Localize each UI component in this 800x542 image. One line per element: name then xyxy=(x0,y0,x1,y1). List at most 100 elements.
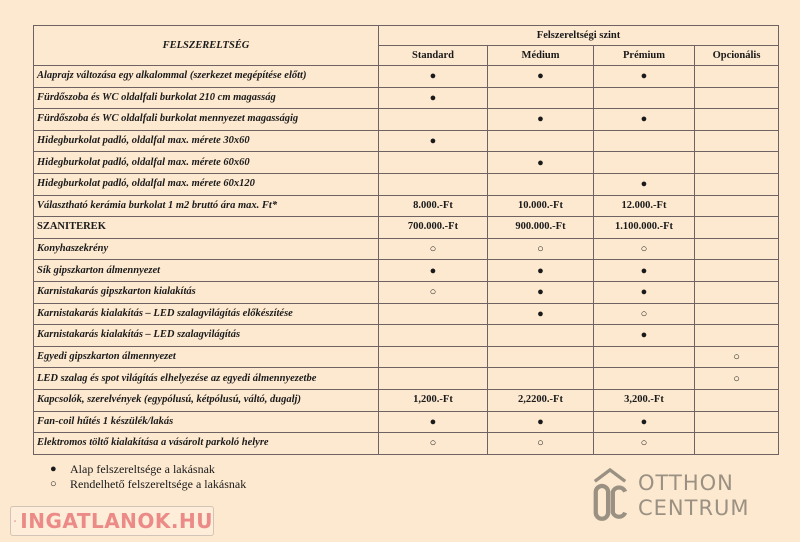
empty-circle-icon: ○ xyxy=(593,432,695,455)
filled-dot-icon: ● xyxy=(487,108,594,131)
row-label: Fürdőszoba és WC oldalfali burkolat menn… xyxy=(33,108,379,131)
table-row: Karnistakarás gipszkarton kialakítás ○ ● ● xyxy=(33,280,780,304)
header-equipment: FELSZERELTSÉG xyxy=(33,25,379,66)
watermark-text-ingatlanok: INGATLANOK.HU xyxy=(20,509,213,533)
row-label: LED szalag és spot világítás elhelyezése… xyxy=(33,367,379,390)
table-row: Fürdőszoba és WC oldalfali burkolat menn… xyxy=(33,108,780,131)
filled-dot-icon: ● xyxy=(487,410,594,434)
table-cell xyxy=(593,151,695,174)
empty-circle-icon: ○ xyxy=(487,237,594,261)
table-cell: 900.000.-Ft xyxy=(487,216,594,239)
table-row: Karnistakarás kialakítás – LED szalagvil… xyxy=(33,302,780,326)
table-row: LED szalag és spot világítás elhelyezése… xyxy=(33,367,780,390)
table-row: Fürdőszoba és WC oldalfali burkolat 210 … xyxy=(33,86,780,110)
table-cell xyxy=(693,216,780,239)
table-cell xyxy=(378,151,488,174)
filled-dot-icon: ● xyxy=(593,172,695,196)
row-label: Egyedi gipszkarton álmennyezet xyxy=(33,345,379,369)
otthon-centrum-watermark: OTTHON CENTRUM xyxy=(590,468,750,524)
filled-dot-icon: ● xyxy=(593,410,695,434)
table-cell xyxy=(693,65,780,88)
table-cell xyxy=(693,237,780,261)
empty-circle-icon: ○ xyxy=(378,280,488,304)
table-cell: 1,200.-Ft xyxy=(378,388,488,412)
row-label: Hidegburkolat padló, oldalfal max. méret… xyxy=(33,129,379,153)
table-cell xyxy=(378,108,488,131)
row-label: Kapcsolók, szerelvények (egypólusú, kétp… xyxy=(33,388,379,412)
filled-dot-icon: ● xyxy=(593,324,695,347)
filled-dot-icon: ● xyxy=(487,65,594,88)
table-cell xyxy=(593,129,695,153)
table-cell: 2,2200.-Ft xyxy=(487,388,594,412)
table-cell xyxy=(378,172,488,196)
table-cell xyxy=(693,410,780,434)
table-cell xyxy=(487,86,594,110)
row-label: Fürdőszoba és WC oldalfali burkolat 210 … xyxy=(33,86,379,110)
row-label: Konyhaszekrény xyxy=(33,237,379,261)
legend: ● Alap felszereltsége a lakásnak ○ Rende… xyxy=(50,462,246,492)
row-label: Fan-coil hűtés 1 készülék/lakás xyxy=(33,410,379,434)
table-cell xyxy=(693,259,780,282)
table-cell xyxy=(693,151,780,174)
column-header-standard: Standard xyxy=(378,45,488,66)
filled-dot-icon: ● xyxy=(487,302,594,326)
filled-dot-icon: ● xyxy=(378,410,488,434)
table-cell xyxy=(487,172,594,196)
table-cell: 10.000.-Ft xyxy=(487,194,594,218)
table-cell xyxy=(487,129,594,153)
table-cell xyxy=(693,194,780,218)
table-cell xyxy=(693,172,780,196)
filled-dot-icon: ● xyxy=(378,129,488,153)
empty-circle-icon: ○ xyxy=(593,302,695,326)
row-label: Alaprajz változása egy alkalommal (szerk… xyxy=(33,65,379,88)
table-cell xyxy=(693,108,780,131)
table-row: Sík gipszkarton álmennyezet ● ● ● xyxy=(33,259,780,282)
otthon-centrum-logo-icon xyxy=(593,468,628,521)
table-cell: 8.000.-Ft xyxy=(378,194,488,218)
table-row: Karnistakarás kialakítás – LED szalagvil… xyxy=(33,324,780,347)
column-header-opcionlis: Opcionális xyxy=(693,45,780,66)
header-equipment-level: Felszereltségi szint xyxy=(377,25,780,46)
legend-text: Alap felszereltsége a lakásnak xyxy=(70,462,215,476)
table-cell xyxy=(593,367,695,390)
row-label: SZANITEREK xyxy=(33,216,379,239)
filled-dot-icon: ● xyxy=(487,259,594,282)
table-row: Választható kerámia burkolat 1 m2 bruttó… xyxy=(33,194,780,218)
table-cell: 700.000.-Ft xyxy=(378,216,488,239)
filled-dot-icon: ● xyxy=(593,259,695,282)
table-cell xyxy=(693,388,780,412)
watermark-text-centrum: CENTRUM xyxy=(638,496,750,520)
legend-text: Rendelhető felszereltsége a lakásnak xyxy=(70,477,247,491)
table-row: Egyedi gipszkarton álmennyezet ○ xyxy=(33,345,780,369)
table-row: Hidegburkolat padló, oldalfal max. méret… xyxy=(33,151,780,174)
table-cell xyxy=(693,432,780,455)
table-row: SZANITEREK 700.000.-Ft 900.000.-Ft 1.100.00… xyxy=(33,216,780,239)
filled-dot-icon: ● xyxy=(378,86,488,110)
filled-dot-icon: ● xyxy=(487,151,594,174)
filled-dot-icon: ● xyxy=(593,65,695,88)
column-header-prmium: Prémium xyxy=(593,45,695,66)
empty-circle-icon: ○ xyxy=(50,478,57,490)
table-cell xyxy=(487,367,594,390)
equipment-table: FELSZERELTSÉG Felszereltségi szint Stand… xyxy=(33,25,780,455)
empty-circle-icon: ○ xyxy=(693,345,780,369)
table-cell: 1.100.000.-Ft xyxy=(593,216,695,239)
table-cell xyxy=(378,345,488,369)
table-row: Alaprajz változása egy alkalommal (szerk… xyxy=(33,65,780,88)
table-cell xyxy=(487,345,594,369)
table-cell xyxy=(378,324,488,347)
empty-circle-icon: ○ xyxy=(378,432,488,455)
row-label: Választható kerámia burkolat 1 m2 bruttó… xyxy=(33,194,379,218)
column-header-mdium: Médium xyxy=(487,45,594,66)
filled-dot-icon: ● xyxy=(593,280,695,304)
table-cell xyxy=(693,86,780,110)
empty-circle-icon: ○ xyxy=(487,432,594,455)
filled-dot-icon: ● xyxy=(487,280,594,304)
row-label: Elektromos töltő kialakítása a vásárolt … xyxy=(33,432,379,455)
row-label: Hidegburkolat padló, oldalfal max. méret… xyxy=(33,151,379,174)
table-row: Elektromos töltő kialakítása a vásárolt … xyxy=(33,432,780,455)
table-cell xyxy=(693,129,780,153)
table-cell xyxy=(693,324,780,347)
table-cell xyxy=(593,345,695,369)
table-cell xyxy=(487,324,594,347)
